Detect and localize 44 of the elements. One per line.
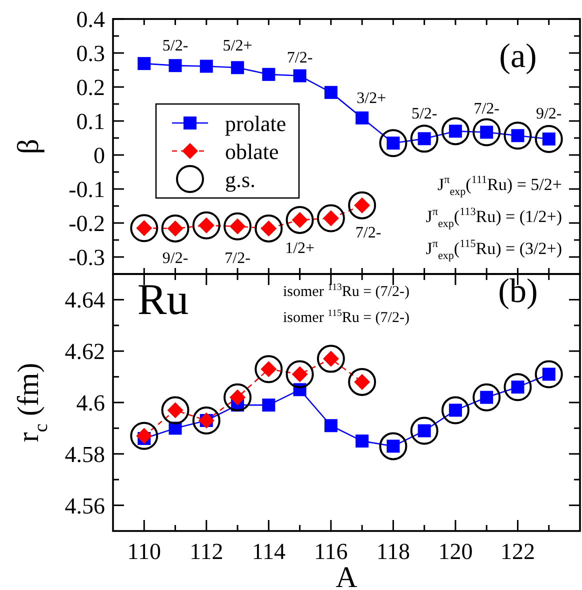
annotation: Ru [137, 275, 189, 324]
annotation: isomer $^{113}$Ru = (7/2-) [283, 282, 410, 300]
y-tick-label: 0.3 [76, 41, 105, 66]
y-axis-title: β [12, 138, 45, 154]
y-tick-label: 0.1 [76, 109, 105, 134]
y-tick-label: -0.3 [68, 245, 105, 270]
y-tick-label: 0.4 [76, 7, 106, 32]
y-tick-label: 0.2 [76, 75, 105, 100]
x-tick-label: 110 [127, 539, 161, 564]
y-tick-label: 4.6 [76, 390, 105, 416]
annotation: 7/2- [474, 100, 500, 118]
x-tick-label: 122 [500, 539, 535, 564]
legend-label: oblate [225, 139, 279, 164]
annotation: 1/2+ [285, 240, 315, 257]
annotation: J$^{π}$$_{exp}$($^{115}$Ru) = (3/2+) [426, 238, 562, 262]
y-tick-label: 0 [94, 143, 105, 168]
x-tick-label: 116 [314, 539, 348, 564]
legend-label: g.s. [225, 167, 256, 192]
x-tick-label: 114 [252, 539, 286, 564]
y-tick-label: -0.1 [68, 177, 105, 202]
annotation: (b) [498, 273, 538, 310]
annotation: J$^{π}$$_{exp}$($^{111}$Ru) = 5/2+ [438, 174, 562, 198]
annotation: isomer $^{115}$Ru = (7/2-) [283, 308, 410, 326]
legend-label: prolate [225, 111, 286, 136]
y-tick-label: 4.56 [64, 493, 105, 518]
annotation: 5/2+ [222, 38, 252, 54]
x-tick-label: 112 [190, 539, 224, 564]
annotation: (a) [499, 38, 537, 75]
y-tick-label: 4.62 [64, 339, 105, 364]
annotation: J$^{π}$$_{exp}$($^{113}$Ru) = (1/2+) [426, 206, 562, 230]
y-tick-label: 4.64 [64, 288, 106, 313]
x-tick-label: 118 [376, 539, 410, 564]
x-tick-label: 120 [438, 539, 473, 564]
annotation: 7/2- [224, 250, 250, 267]
annotation: 9/2- [162, 250, 188, 267]
annotation: 5/2- [162, 38, 188, 54]
y-tick-label: -0.2 [68, 211, 105, 236]
annotation: 9/2- [536, 106, 562, 122]
x-axis-title: A [336, 561, 358, 590]
annotation: 7/2- [286, 49, 313, 66]
y-tick-label: 4.58 [64, 442, 105, 467]
annotation: 5/2- [411, 106, 438, 122]
annotation: 3/2+ [356, 90, 386, 108]
annotation: 7/2- [355, 224, 382, 242]
